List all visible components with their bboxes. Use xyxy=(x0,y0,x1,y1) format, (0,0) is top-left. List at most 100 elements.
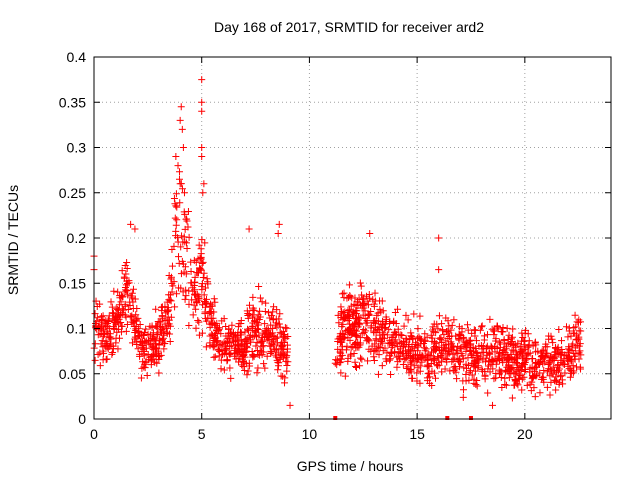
data-point xyxy=(383,357,391,365)
y-tick-label: 0.05 xyxy=(59,366,86,382)
data-point xyxy=(565,327,573,335)
data-point xyxy=(435,266,443,274)
data-point xyxy=(547,366,555,374)
data-point xyxy=(408,342,416,350)
data-point xyxy=(193,299,201,307)
data-point xyxy=(154,330,162,338)
data-point xyxy=(371,297,379,305)
data-point xyxy=(96,330,104,338)
data-point xyxy=(351,358,359,366)
data-point xyxy=(131,225,139,233)
data-point xyxy=(103,339,111,347)
data-point xyxy=(452,368,460,376)
data-point xyxy=(173,203,181,211)
data-point xyxy=(117,292,125,300)
data-point xyxy=(195,294,203,302)
data-point xyxy=(118,322,126,330)
data-point xyxy=(367,324,375,332)
data-point xyxy=(192,324,200,332)
y-tick-label: 0 xyxy=(78,411,86,427)
data-point xyxy=(180,189,188,197)
data-point xyxy=(531,338,539,346)
data-point xyxy=(266,342,274,350)
data-point xyxy=(261,364,269,372)
data-point xyxy=(362,327,370,335)
data-point xyxy=(254,364,262,372)
data-point xyxy=(554,361,562,369)
data-point xyxy=(394,325,402,333)
data-point xyxy=(444,347,452,355)
data-point xyxy=(253,338,261,346)
data-point xyxy=(201,239,209,247)
data-point xyxy=(164,313,172,321)
data-point xyxy=(508,394,516,402)
data-point xyxy=(362,334,370,342)
data-point xyxy=(425,369,433,377)
data-point xyxy=(176,168,184,176)
data-point xyxy=(116,312,124,320)
data-point xyxy=(501,374,509,382)
data-point xyxy=(261,307,269,315)
data-point xyxy=(575,316,583,324)
data-point xyxy=(567,332,575,340)
data-point xyxy=(379,347,387,355)
data-point xyxy=(364,301,372,309)
data-point xyxy=(365,311,373,319)
data-point xyxy=(576,340,584,348)
data-point xyxy=(194,317,202,325)
data-point xyxy=(345,293,353,301)
data-point xyxy=(226,364,234,372)
data-point xyxy=(258,298,266,306)
data-point xyxy=(362,319,370,327)
data-point xyxy=(126,298,134,306)
data-point xyxy=(206,303,214,311)
data-point xyxy=(547,358,555,366)
data-point xyxy=(521,361,529,369)
data-point xyxy=(109,315,117,323)
data-point xyxy=(498,383,506,391)
data-point xyxy=(159,336,167,344)
data-point xyxy=(341,314,349,322)
data-point xyxy=(241,328,249,336)
data-point xyxy=(198,286,206,294)
data-point xyxy=(416,379,424,387)
data-point xyxy=(343,294,351,302)
data-point xyxy=(184,223,192,231)
data-point xyxy=(427,348,435,356)
data-point xyxy=(115,315,123,323)
data-point xyxy=(433,320,441,328)
data-point xyxy=(98,337,106,345)
data-point xyxy=(565,343,573,351)
data-point xyxy=(387,348,395,356)
data-point xyxy=(486,350,494,358)
data-point xyxy=(428,326,436,334)
data-point xyxy=(274,366,282,374)
data-point xyxy=(351,340,359,348)
data-point xyxy=(169,282,177,290)
data-point xyxy=(357,354,365,362)
data-point xyxy=(261,320,269,328)
data-point xyxy=(470,347,478,355)
data-point xyxy=(431,347,439,355)
data-point xyxy=(187,267,195,275)
data-point xyxy=(194,269,202,277)
data-point xyxy=(220,366,228,374)
data-point xyxy=(499,347,507,355)
data-point xyxy=(525,337,533,345)
data-point xyxy=(540,366,548,374)
data-point xyxy=(543,368,551,376)
data-point xyxy=(371,346,379,354)
data-point xyxy=(338,290,346,298)
data-point xyxy=(147,361,155,369)
data-point xyxy=(198,144,206,151)
data-point xyxy=(233,334,241,342)
data-point xyxy=(105,312,113,320)
data-point xyxy=(448,321,456,329)
data-point xyxy=(283,324,291,332)
data-point xyxy=(528,355,536,363)
data-point xyxy=(100,332,108,340)
plot-area xyxy=(93,56,612,420)
data-point xyxy=(161,339,169,347)
data-point xyxy=(492,335,500,343)
data-point xyxy=(462,370,470,378)
